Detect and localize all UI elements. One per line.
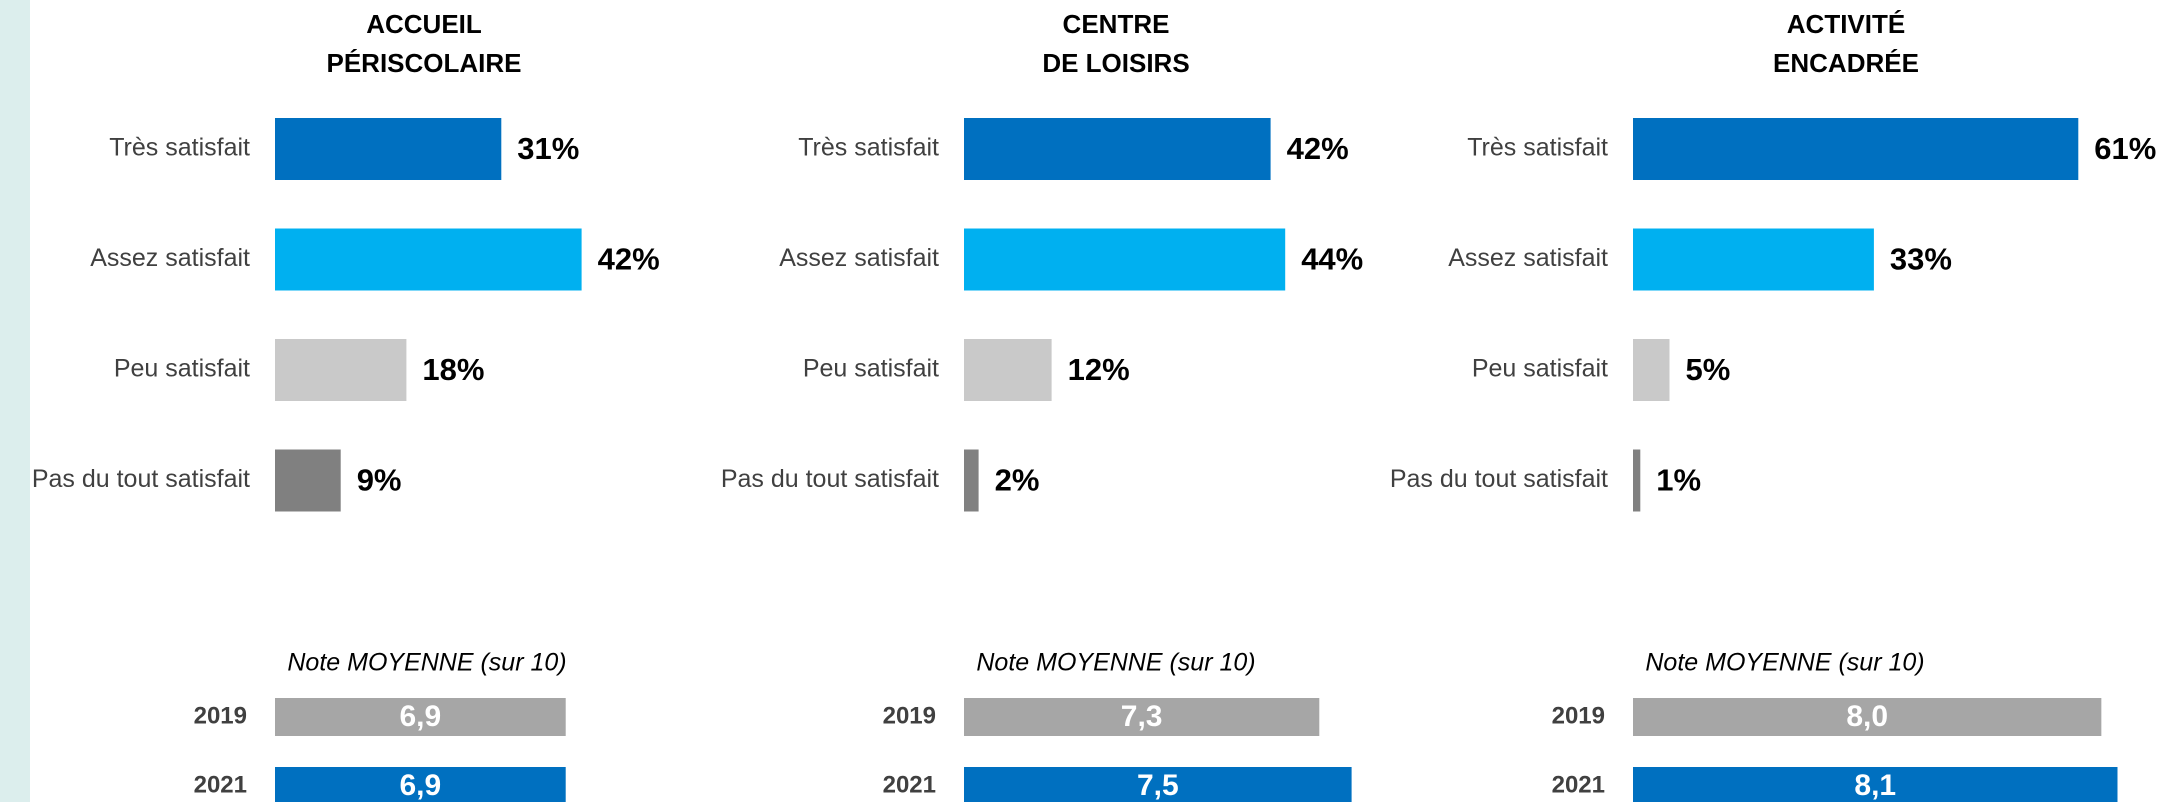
subtitle: Note MOYENNE (sur 10) <box>1645 649 1924 677</box>
category-label: Assez satisfait <box>90 244 250 272</box>
subtitle: Note MOYENNE (sur 10) <box>287 649 566 677</box>
bar <box>1633 228 1874 291</box>
value-label: 33% <box>1890 242 1952 277</box>
bar <box>275 339 407 401</box>
value-label: 2% <box>995 463 1040 498</box>
year-label: 2019 <box>883 702 936 729</box>
value-label: 9% <box>357 463 402 498</box>
bar <box>964 228 1286 291</box>
category-label: Pas du tout satisfait <box>32 465 250 493</box>
bar <box>964 339 1052 401</box>
value-label: 61% <box>2094 131 2156 166</box>
bar <box>1633 449 1641 512</box>
value-label: 8,0 <box>1846 700 1888 733</box>
bar <box>275 767 566 802</box>
year-label: 2021 <box>194 771 247 798</box>
panel-title: ACTIVITÉ <box>1787 9 1905 39</box>
year-label: 2021 <box>883 771 936 798</box>
bar <box>275 228 582 291</box>
category-label: Assez satisfait <box>779 244 939 272</box>
value-label: 6,9 <box>399 769 441 802</box>
value-label: 8,1 <box>1854 769 1896 802</box>
side-strip <box>0 0 30 802</box>
category-label: Pas du tout satisfait <box>1390 465 1608 493</box>
year-label: 2019 <box>1552 702 1605 729</box>
bar <box>1633 339 1670 401</box>
category-label: Peu satisfait <box>114 355 250 383</box>
bar <box>964 767 1352 802</box>
bar <box>1633 767 2118 802</box>
category-label: Très satisfait <box>798 134 939 162</box>
category-label: Très satisfait <box>109 134 250 162</box>
panel-title: PÉRISCOLAIRE <box>326 48 521 78</box>
value-label: 6,9 <box>399 700 441 733</box>
value-label: 12% <box>1068 352 1130 387</box>
category-label: Assez satisfait <box>1448 244 1608 272</box>
bar <box>1633 698 2102 736</box>
value-label: 18% <box>422 352 484 387</box>
panel-title: CENTRE <box>1063 9 1170 39</box>
bar <box>964 698 1320 736</box>
panel-title: ACCUEIL <box>366 9 482 39</box>
value-label: 44% <box>1301 242 1363 277</box>
value-label: 5% <box>1686 352 1731 387</box>
category-label: Pas du tout satisfait <box>721 465 939 493</box>
category-label: Très satisfait <box>1467 134 1608 162</box>
bar <box>964 118 1271 180</box>
value-label: 7,5 <box>1137 769 1179 802</box>
value-label: 1% <box>1656 463 1701 498</box>
category-label: Peu satisfait <box>803 355 939 383</box>
panel-title: DE LOISIRS <box>1042 48 1189 78</box>
bar <box>1633 118 2079 180</box>
value-label: 31% <box>517 131 579 166</box>
bar <box>964 449 979 512</box>
bar <box>275 449 341 512</box>
bar <box>275 118 502 180</box>
value-label: 42% <box>1287 131 1349 166</box>
panel-title: ENCADRÉE <box>1773 48 1919 78</box>
category-label: Peu satisfait <box>1472 355 1608 383</box>
year-label: 2019 <box>194 702 247 729</box>
year-label: 2021 <box>1552 771 1605 798</box>
value-label: 42% <box>598 242 660 277</box>
bar <box>275 698 566 736</box>
subtitle: Note MOYENNE (sur 10) <box>976 649 1255 677</box>
value-label: 7,3 <box>1121 700 1163 733</box>
